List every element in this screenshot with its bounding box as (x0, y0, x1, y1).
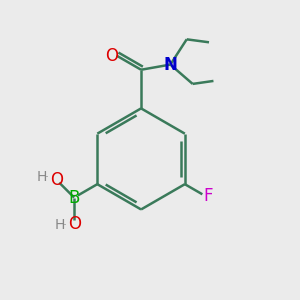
Text: O: O (68, 215, 81, 233)
Text: O: O (50, 171, 63, 189)
Text: ·: · (44, 171, 49, 184)
Text: H: H (37, 170, 47, 184)
Text: H: H (55, 218, 65, 233)
Text: F: F (204, 187, 213, 205)
Text: N: N (164, 56, 177, 74)
Text: O: O (105, 46, 118, 64)
Text: B: B (68, 189, 80, 207)
Text: ·: · (62, 219, 66, 232)
